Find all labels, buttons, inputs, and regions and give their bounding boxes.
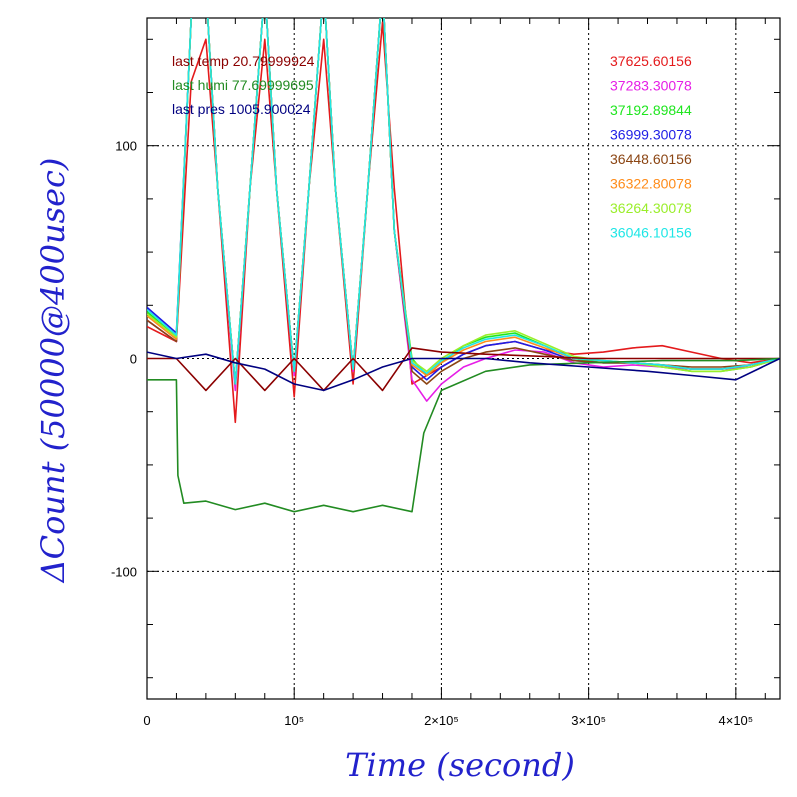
series-legend-entry: 36322.80078 (610, 176, 692, 192)
y-tick-label: 100 (115, 139, 137, 154)
tick-labels: 0 10⁵ 2×10⁵ 3×10⁵ 4×10⁵ 100 0 -100 (111, 139, 753, 728)
series-legend-entry: 37283.30078 (610, 78, 692, 94)
x-tick-label: 3×10⁵ (571, 713, 606, 728)
series-line-humi (147, 357, 780, 513)
series-legend: 37625.60156 37283.30078 37192.89844 36999.3… (610, 53, 692, 241)
x-tick-label: 0 (143, 713, 150, 728)
x-tick-label: 10⁵ (284, 713, 304, 728)
x-tick-label: 4×10⁵ (719, 713, 754, 728)
y-tick-label: -100 (111, 564, 137, 579)
series-legend-entry: 36264.30078 (610, 200, 692, 216)
env-legend-entry: last humi 77.69999695 (172, 77, 314, 93)
series-legend-entry: 36046.10156 (610, 225, 692, 241)
series-line-36046-10156 (147, 18, 780, 385)
series-legend-entry: 36999.30078 (610, 127, 692, 143)
series-legend-entry: 37192.89844 (610, 102, 692, 118)
y-tick-label: 0 (130, 352, 137, 367)
x-axis-title: Time (second) (345, 746, 575, 784)
x-tick-label: 2×10⁵ (424, 713, 459, 728)
env-legend: last temp 20.79999924 last humi 77.699996… (172, 53, 315, 117)
env-legend-entry: last temp 20.79999924 (172, 53, 315, 69)
series-legend-entry: 36448.60156 (610, 151, 692, 167)
series-line-temp (147, 347, 780, 392)
env-legend-entry: last pres 1005.900024 (172, 101, 311, 117)
series-legend-entry: 37625.60156 (610, 53, 692, 69)
series-line-pres (147, 351, 780, 392)
y-axis-title: ΔCount (50000@400usec) (34, 158, 72, 585)
plot-area (147, 18, 780, 513)
axis-ticks (146, 18, 780, 699)
